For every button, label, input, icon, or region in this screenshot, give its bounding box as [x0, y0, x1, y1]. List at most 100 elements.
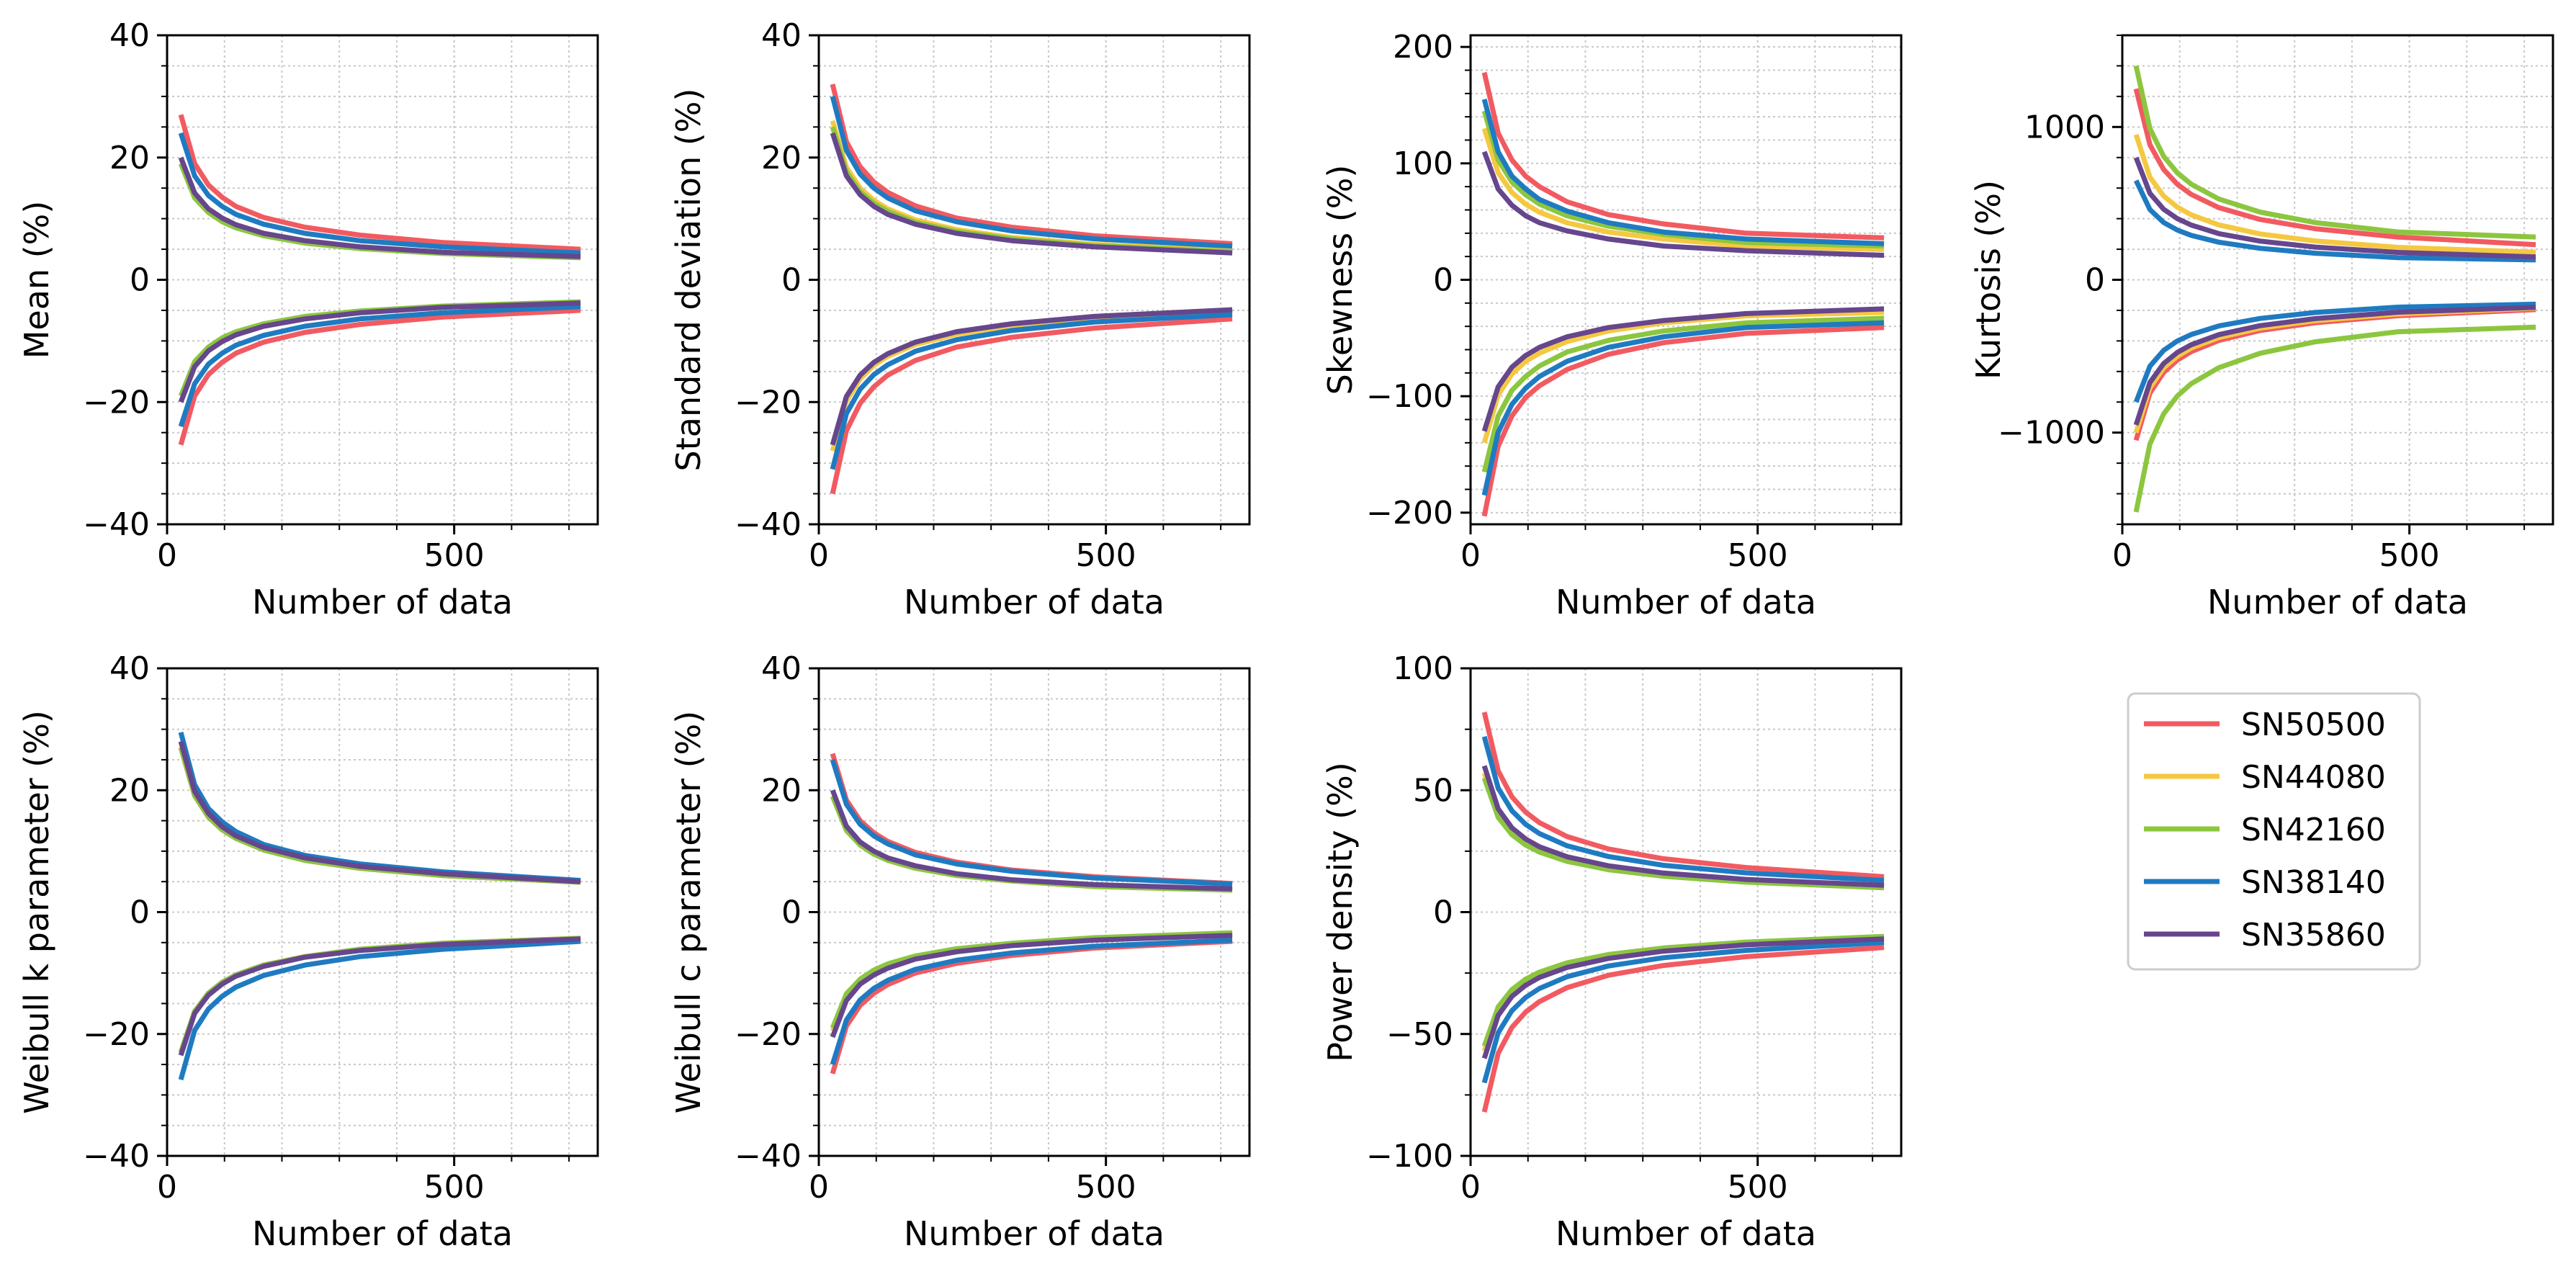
series-line-sn38140-upper: [1481, 99, 1885, 246]
grid: [167, 668, 598, 1156]
y-tick-label: 20: [109, 772, 150, 809]
series-group: [178, 114, 581, 446]
y-tick-label: 40: [761, 650, 802, 687]
series-line-sn35860-lower: [830, 307, 1233, 446]
y-tick-label: −40: [735, 1138, 802, 1175]
y-axis-label: Power density (%): [1321, 762, 1360, 1062]
y-tick-label: 1000: [2024, 109, 2105, 145]
series-line-sn42160-upper: [2133, 65, 2536, 240]
y-tick-label: 0: [1433, 894, 1453, 931]
series-group: [830, 753, 1233, 1075]
series-group: [2133, 65, 2536, 513]
x-axis-label: Number of data: [904, 1214, 1164, 1253]
y-tick-label: −20: [83, 1016, 150, 1053]
y-tick-label: 20: [761, 140, 802, 176]
ticks: 0 500 −40 −20 0 20 40: [83, 650, 570, 1206]
x-axis-label: Number of data: [252, 1214, 513, 1253]
x-tick-label: 500: [424, 537, 485, 574]
legend-frame: [2127, 692, 2421, 971]
y-tick-label: 40: [761, 17, 802, 54]
series-line-sn50500-lower: [830, 316, 1233, 495]
y-tick-label: 0: [130, 894, 150, 931]
x-tick-label: 500: [2379, 537, 2440, 574]
x-tick-label: 0: [157, 1169, 177, 1206]
y-tick-label: −20: [83, 384, 150, 421]
series-line-sn35860-upper: [1481, 765, 1885, 888]
series-line-sn35860-lower: [2133, 305, 2536, 426]
series-line-sn38140-upper: [2133, 179, 2536, 263]
plot-area: [2122, 35, 2553, 524]
series-line-sn42160-upper: [1481, 777, 1885, 891]
panel-mean: 0 500 −40 −20 0 20 40 Number of data Mean (%): [17, 17, 599, 622]
x-tick-label: 0: [809, 537, 829, 574]
series-line-sn35860-lower: [830, 933, 1233, 1039]
x-tick-label: 0: [1460, 537, 1481, 574]
ticks: 0 500 −100 −50 0 50 100: [1366, 650, 1874, 1206]
y-axis-label: Weibull k parameter (%): [17, 710, 56, 1114]
legend-label-sn38140: SN38140: [2241, 864, 2386, 901]
y-tick-label: −40: [735, 506, 802, 543]
y-tick-label: −200: [1366, 495, 1453, 531]
y-axis-label: Kurtosis (%): [1969, 180, 2008, 380]
x-tick-label: 500: [1076, 537, 1136, 574]
series-line-sn38140-lower: [178, 304, 581, 428]
y-tick-label: −20: [735, 1016, 802, 1053]
series-line-sn50500-upper: [178, 114, 581, 252]
series-group: [1481, 71, 1885, 517]
series-line-sn42160-lower: [2133, 324, 2536, 513]
ticks: 0 500 −40 −20 0 20 40: [735, 17, 1222, 574]
series-line-sn35860-lower: [178, 936, 581, 1057]
series-line-sn35860-upper: [1481, 151, 1885, 258]
x-axis-label: Number of data: [904, 583, 1164, 622]
ticks: 0 500 −200 −100 0 100 200: [1366, 29, 1874, 574]
x-axis-label: Number of data: [1556, 1214, 1816, 1253]
series-group: [1481, 712, 1885, 1113]
legend-label-sn42160: SN42160: [2241, 812, 2386, 848]
legend-label-sn44080: SN44080: [2241, 759, 2386, 796]
y-tick-label: 0: [781, 262, 802, 299]
legend: SN50500 SN44080 SN42160 SN38140 SN35860: [2127, 692, 2421, 971]
plot-area: [1471, 668, 1901, 1156]
series-line-sn50500-lower: [178, 308, 581, 446]
panel-kurtosis: 0 500 −1000 0 1000 Number of data Kurtosis (%): [1969, 34, 2554, 622]
series-line-sn35860-upper: [178, 740, 581, 884]
series-line-sn38140-upper: [830, 96, 1233, 249]
series-line-sn38140-upper: [830, 758, 1233, 887]
series-line-sn38140-lower: [1481, 940, 1885, 1084]
y-tick-label: 100: [1393, 650, 1453, 687]
grid: [1471, 668, 1901, 1156]
ticks: 0 500 −1000 0 1000: [1998, 35, 2526, 574]
series-line-sn38140-lower: [830, 937, 1233, 1066]
panel-weibull-k-parameter: 0 500 −40 −20 0 20 40 Number of data Weibull k p…: [17, 650, 599, 1253]
y-tick-label: −40: [83, 506, 150, 543]
series-line-sn35860-lower: [178, 300, 581, 403]
y-tick-label: 200: [1393, 29, 1453, 66]
legend-label-sn50500: SN50500: [2241, 706, 2386, 743]
y-tick-label: −100: [1366, 378, 1453, 415]
x-tick-label: 0: [157, 537, 177, 574]
y-tick-label: −100: [1366, 1138, 1453, 1175]
series-line-sn42160-lower: [1481, 315, 1885, 473]
series-line-sn38140-lower: [178, 938, 581, 1081]
y-tick-label: −40: [83, 1138, 150, 1175]
y-tick-label: 50: [1413, 772, 1453, 809]
x-tick-label: 0: [2112, 537, 2132, 574]
series-line-sn35860-upper: [830, 132, 1233, 256]
plot-area: [819, 35, 1249, 524]
x-tick-label: 0: [809, 1169, 829, 1206]
y-tick-label: 20: [109, 140, 150, 176]
plot-area: [167, 668, 598, 1156]
series-line-sn44080-upper: [1481, 127, 1885, 252]
y-tick-label: 0: [2085, 262, 2105, 299]
series-line-sn35860-upper: [178, 156, 581, 259]
x-tick-label: 0: [1460, 1169, 1481, 1206]
series-line-sn35860-lower: [1481, 306, 1885, 432]
series-group: [830, 84, 1233, 495]
series-line-sn38140-upper: [178, 132, 581, 256]
legend-label-sn35860: SN35860: [2241, 917, 2386, 954]
series-line-sn38140-lower: [830, 312, 1233, 470]
x-axis-label: Number of data: [1556, 583, 1816, 622]
ticks: 0 500 −40 −20 0 20 40: [735, 650, 1222, 1206]
y-axis-label: Mean (%): [17, 201, 56, 359]
